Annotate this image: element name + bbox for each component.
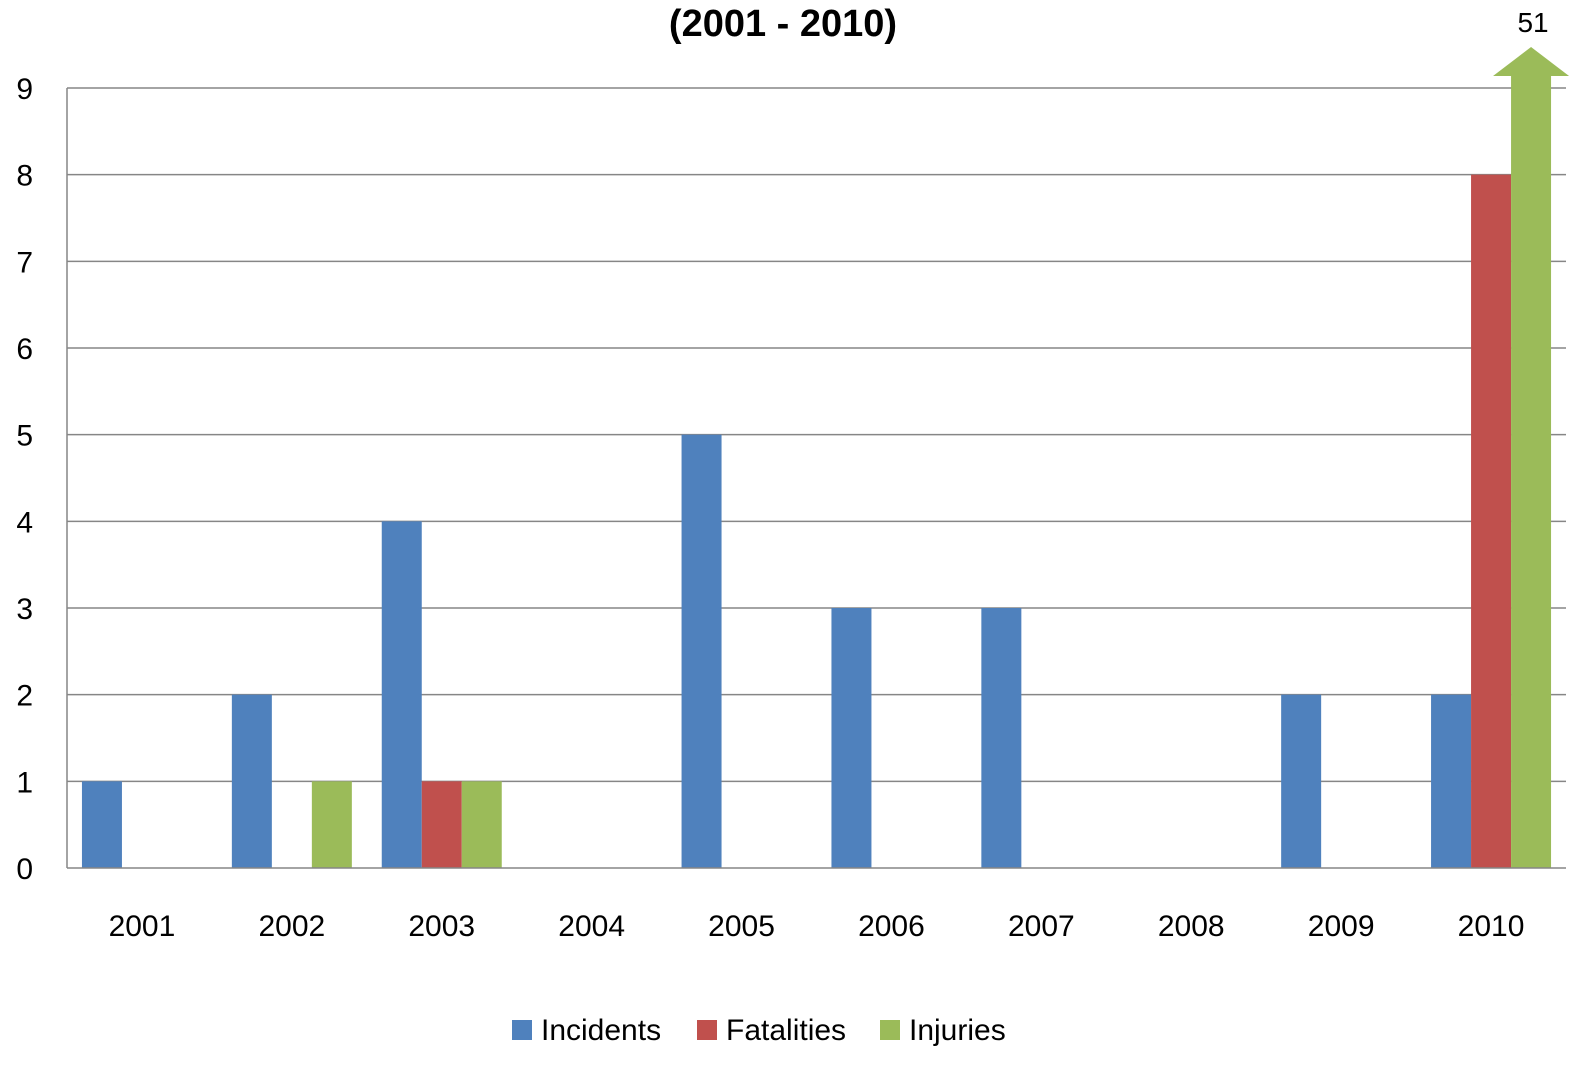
legend: Incidents Fatalities Injuries	[512, 1014, 1006, 1047]
bar-incidents-2005	[681, 434, 722, 868]
x-axis-ticks: 2001 2002 2003 2004 2005 2006 2007 2008 2009 2010	[109, 910, 1525, 943]
bar-injuries-2002	[311, 781, 352, 868]
x-tick-label: 2010	[1458, 910, 1525, 943]
bar-incidents-2003	[381, 521, 422, 868]
x-tick-label: 2004	[558, 910, 625, 943]
y-tick-label: 0	[16, 853, 33, 886]
y-tick-label: 8	[16, 160, 33, 193]
y-tick-label: 6	[16, 333, 33, 366]
bar-fatalities-2010	[1471, 174, 1512, 868]
x-tick-label: 2005	[708, 910, 775, 943]
bar-injuries-2010	[1511, 88, 1552, 868]
x-tick-label: 2002	[258, 910, 325, 943]
axes	[66, 88, 1566, 869]
overflow-arrow-shaft	[1511, 76, 1552, 89]
x-tick-label: 2003	[408, 910, 475, 943]
x-tick-label: 2006	[858, 910, 925, 943]
bar-incidents-2006	[831, 608, 872, 868]
overflow-arrow-head	[1493, 47, 1570, 76]
x-tick-label: 2009	[1308, 910, 1375, 943]
legend-swatch-fatalities	[697, 1020, 717, 1040]
gridlines	[67, 87, 1566, 783]
chart-title: (2001 - 2010)	[669, 3, 897, 45]
legend-label-incidents: Incidents	[541, 1014, 661, 1047]
y-axis-ticks: 0 1 2 3 4 5 6 7 8 9	[16, 73, 33, 886]
legend-swatch-injuries	[880, 1020, 900, 1040]
bar-incidents-2009	[1281, 694, 1322, 868]
y-tick-label: 9	[16, 73, 33, 106]
bar-incidents-2001	[81, 781, 122, 868]
bars	[81, 88, 1552, 868]
y-tick-label: 3	[16, 593, 33, 626]
x-tick-label: 2001	[109, 910, 176, 943]
y-tick-label: 4	[16, 506, 33, 539]
bar-incidents-2007	[981, 608, 1022, 868]
legend-label-fatalities: Fatalities	[726, 1014, 846, 1047]
y-tick-label: 7	[16, 246, 33, 279]
y-tick-label: 2	[16, 680, 33, 713]
bar-fatalities-2003	[421, 781, 462, 868]
annotations: 51	[1493, 7, 1570, 89]
legend-label-injuries: Injuries	[909, 1014, 1006, 1047]
bar-incidents-2010	[1431, 694, 1472, 868]
y-tick-label: 1	[16, 766, 33, 799]
legend-swatch-incidents	[512, 1020, 532, 1040]
x-tick-label: 2007	[1008, 910, 1075, 943]
x-tick-label: 2008	[1158, 910, 1225, 943]
data-label: 51	[1517, 7, 1548, 38]
bar-injuries-2003	[461, 781, 502, 868]
y-tick-label: 5	[16, 420, 33, 453]
bar-incidents-2002	[231, 694, 272, 868]
